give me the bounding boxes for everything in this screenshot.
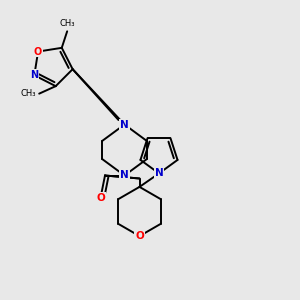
Text: N: N [154, 168, 164, 178]
Text: N: N [120, 119, 129, 130]
Text: O: O [34, 46, 42, 57]
Text: N: N [120, 170, 129, 181]
Text: CH₃: CH₃ [21, 89, 36, 98]
Text: N: N [30, 70, 38, 80]
Text: O: O [96, 193, 105, 203]
Text: O: O [135, 231, 144, 241]
Text: CH₃: CH₃ [59, 19, 75, 28]
